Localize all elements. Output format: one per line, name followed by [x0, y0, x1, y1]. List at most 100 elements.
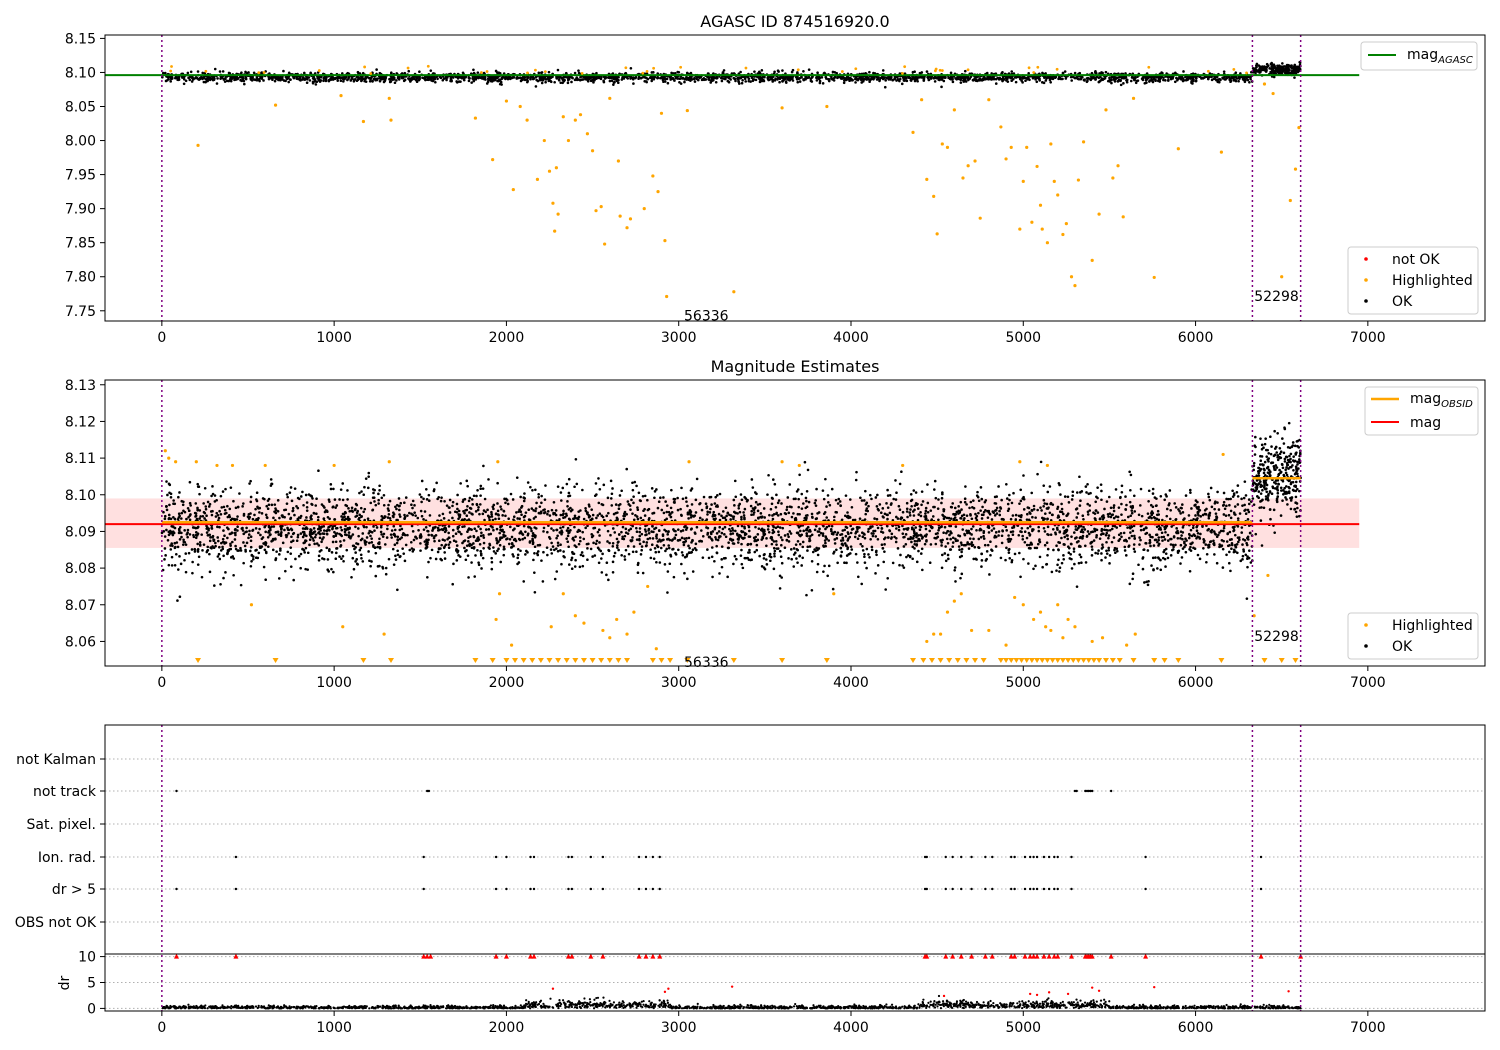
ok-point — [286, 495, 289, 499]
ok-point — [1146, 549, 1150, 552]
ok-point — [623, 555, 626, 558]
ok-point — [255, 76, 259, 80]
ok-point — [325, 529, 329, 533]
highlighted-point — [999, 125, 1003, 129]
ok-point — [194, 75, 198, 79]
ok-point — [560, 562, 563, 566]
ok-point — [802, 69, 805, 73]
ok-point — [495, 527, 499, 531]
ok-point — [715, 75, 719, 79]
ok-point — [537, 71, 541, 75]
ok-point — [649, 548, 652, 551]
ok-point — [975, 78, 978, 82]
ok-point — [282, 79, 286, 82]
ok-point — [611, 544, 615, 548]
highlighted-point — [966, 68, 970, 72]
ok-point — [272, 516, 275, 520]
ok-point — [1187, 532, 1191, 536]
ok-point — [254, 527, 258, 530]
ok-point — [1095, 72, 1098, 75]
ok-point — [570, 556, 574, 560]
ok-point — [1225, 540, 1229, 543]
ok-point — [1157, 536, 1161, 539]
ok-point — [182, 78, 186, 81]
ok-point — [700, 78, 704, 82]
ok-point — [249, 500, 253, 504]
ok-point — [733, 504, 736, 507]
ok-point — [1207, 77, 1210, 81]
ok-point — [1225, 76, 1229, 80]
ok-point — [579, 539, 582, 543]
ok-point — [360, 556, 363, 560]
ok-point — [1094, 551, 1097, 555]
ok-point — [758, 71, 762, 75]
ok-point — [1156, 567, 1159, 570]
legend-highlighted-label: Highlighted — [1392, 273, 1473, 289]
ok-point — [775, 543, 778, 546]
ok-point — [340, 557, 343, 561]
ok-point — [1008, 556, 1012, 560]
ok-point — [566, 78, 570, 82]
ok-point — [499, 505, 502, 508]
ok-point — [970, 541, 974, 544]
ok-point — [198, 492, 201, 496]
ok-point — [692, 77, 696, 81]
ok-point — [1063, 70, 1067, 73]
ok-point — [1241, 77, 1245, 81]
ok-point — [1124, 72, 1127, 75]
ok-point — [608, 79, 612, 83]
ok-point — [173, 76, 177, 80]
ok-point — [282, 69, 285, 73]
ok-point — [299, 566, 302, 570]
ok-point — [1258, 66, 1262, 70]
ok-point — [1010, 70, 1014, 73]
ok-point — [556, 534, 559, 538]
ok-point — [1014, 80, 1018, 84]
ok-point — [1084, 485, 1088, 488]
ok-point — [277, 577, 281, 580]
ok-point — [1085, 77, 1089, 80]
ok-point — [905, 510, 909, 513]
ok-point — [1298, 67, 1301, 70]
ok-point — [825, 516, 829, 519]
ok-point — [523, 492, 526, 495]
ok-point — [302, 541, 306, 545]
ok-point — [718, 518, 722, 522]
highlighted-point — [925, 177, 929, 181]
ok-point — [940, 496, 944, 500]
ok-point — [201, 549, 204, 552]
ok-point — [861, 535, 865, 538]
ok-point — [251, 557, 255, 561]
ok-point — [382, 75, 386, 79]
ok-point — [1072, 531, 1076, 534]
ok-point — [467, 79, 471, 83]
ok-point — [609, 533, 612, 537]
ok-point — [1222, 70, 1226, 73]
ok-point — [1095, 535, 1098, 539]
ok-point — [940, 85, 943, 89]
ok-point — [190, 80, 194, 83]
ok-point — [842, 81, 846, 85]
ok-point — [577, 515, 581, 519]
ok-point — [634, 76, 637, 80]
ok-point — [423, 510, 427, 513]
ok-point — [918, 528, 922, 532]
ok-point — [1280, 69, 1284, 73]
ok-point — [338, 498, 341, 501]
ok-point — [497, 79, 500, 83]
highlighted-point — [901, 71, 904, 75]
ok-point — [408, 548, 412, 552]
ok-point — [1190, 77, 1194, 80]
ok-point — [252, 71, 256, 75]
ok-point — [605, 561, 609, 564]
ok-point — [380, 496, 384, 500]
ok-point — [1119, 83, 1123, 87]
ok-point — [821, 532, 825, 535]
ok-point — [1232, 528, 1236, 532]
ok-point — [1125, 80, 1129, 84]
highlighted-point — [1055, 67, 1059, 71]
ok-point — [1112, 509, 1116, 513]
ok-point — [830, 77, 834, 81]
ok-point — [305, 501, 309, 504]
